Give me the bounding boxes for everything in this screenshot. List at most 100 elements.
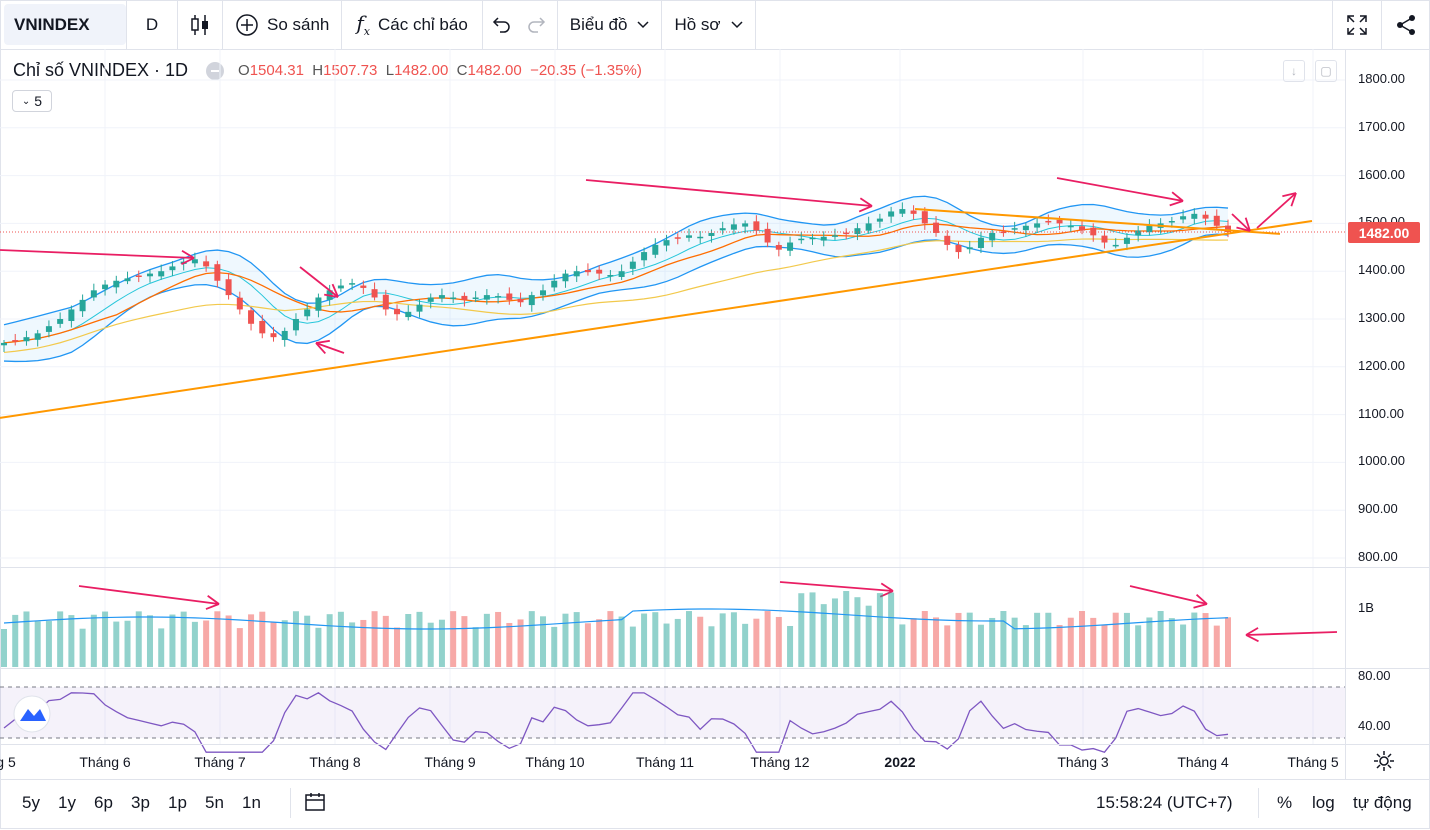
volume-bar — [337, 611, 344, 667]
volume-bar — [540, 616, 547, 667]
range-button-5y[interactable]: 5y — [22, 793, 40, 812]
compare-button[interactable]: So sánh — [223, 0, 341, 49]
volume-bar — [1168, 618, 1175, 667]
share-button[interactable] — [1382, 0, 1430, 49]
log-toggle[interactable]: log — [1312, 793, 1335, 812]
candle-body — [663, 240, 670, 246]
candle-body — [596, 269, 603, 274]
volume-bar — [562, 613, 569, 667]
redo-button[interactable] — [519, 0, 555, 49]
restore-icon[interactable]: ▢ — [1315, 60, 1337, 82]
candle-body — [1022, 225, 1029, 231]
download-icon[interactable]: ↓ — [1283, 60, 1305, 82]
volume-bar — [1123, 612, 1130, 667]
candle-body — [843, 232, 850, 235]
candle-body — [831, 235, 838, 237]
candle-body — [933, 222, 940, 233]
candle-body — [730, 224, 737, 230]
range-button-3p[interactable]: 3p — [131, 793, 150, 812]
date-range-button[interactable] — [304, 792, 326, 817]
candle-body — [685, 235, 692, 238]
volume-bar — [977, 624, 984, 667]
range-button-5n[interactable]: 5n — [205, 793, 224, 812]
volume-bar — [517, 619, 524, 667]
candle-body — [1123, 237, 1130, 244]
candle-body — [742, 223, 749, 227]
percent-toggle[interactable]: % — [1277, 793, 1293, 812]
volume-bar — [955, 612, 962, 667]
volume-bar — [1202, 613, 1209, 667]
fullscreen-button[interactable] — [1333, 0, 1381, 49]
range-button-1n[interactable]: 1n — [242, 793, 261, 812]
range-button-6p[interactable]: 6p — [94, 793, 113, 812]
annotation-arrow — [299, 266, 339, 298]
volume-bar — [191, 621, 198, 667]
time-tick-label: Tháng 3 — [1057, 754, 1109, 770]
interval-button[interactable]: D — [127, 0, 177, 49]
volume-bar — [169, 614, 176, 667]
candle-body — [1146, 225, 1153, 233]
candle-body — [1168, 221, 1175, 223]
range-button-1y[interactable]: 1y — [58, 793, 76, 812]
candle-body — [1112, 244, 1119, 247]
candle-body — [349, 283, 356, 285]
candle-body — [337, 285, 344, 289]
volume-bar — [663, 623, 670, 667]
bollinger-basis — [3, 217, 1229, 344]
low-value: 1482.00 — [394, 62, 449, 79]
price-tick-label: 1400.00 — [1358, 262, 1405, 278]
volume-bar — [1045, 612, 1052, 667]
settings-button[interactable] — [1373, 750, 1395, 777]
chart-menu-button[interactable]: Biểu đồ — [558, 0, 662, 49]
candle-body — [405, 311, 412, 318]
price-tick-label: 1700.00 — [1358, 118, 1405, 134]
volume-bar — [225, 615, 232, 667]
candle-body — [1180, 216, 1187, 220]
candle-body — [809, 237, 816, 240]
volume-bar — [843, 591, 850, 667]
candle-body — [281, 330, 288, 341]
volume-bar — [1022, 625, 1029, 667]
volume-bar — [787, 625, 794, 667]
volume-bar — [966, 612, 973, 667]
profile-menu-button[interactable]: Hồ sơ — [662, 0, 754, 49]
indicators-label: Các chỉ báo — [378, 14, 468, 34]
indicators-button[interactable]: fx Các chỉ báo — [342, 0, 481, 49]
volume-bar — [90, 614, 97, 667]
price-tick-label: 900.00 — [1358, 501, 1398, 517]
candle-body — [551, 280, 558, 288]
candle-body — [248, 310, 255, 324]
candle-body — [854, 228, 861, 235]
candle-body — [629, 261, 636, 269]
volume-bar — [1112, 612, 1119, 667]
candle-body — [1067, 225, 1074, 228]
volume-bar — [1034, 612, 1041, 667]
price-chart[interactable] — [0, 49, 1345, 794]
volume-bar — [68, 615, 75, 667]
candle-body — [921, 211, 928, 224]
time-tick-label: Tháng 11 — [635, 754, 695, 770]
candle-body — [394, 308, 401, 315]
ohlc-values: O1504.31 H1507.73 L1482.00 C1482.00 −20.… — [238, 62, 642, 79]
candle-body — [158, 271, 165, 277]
volume-bar — [236, 628, 243, 667]
price-tick-label: 1300.00 — [1358, 310, 1405, 325]
volume-bar — [944, 625, 951, 667]
auto-scale-toggle[interactable]: tự động — [1353, 793, 1412, 812]
undo-button[interactable] — [483, 0, 519, 49]
volume-bar — [371, 611, 378, 667]
volume-bar — [124, 620, 131, 667]
volume-bar — [405, 614, 412, 667]
chart-style-button[interactable] — [178, 0, 222, 49]
volume-bar — [270, 622, 277, 667]
volume-bar — [809, 592, 816, 667]
symbol-search-button[interactable]: VNINDEX — [4, 4, 126, 45]
indicators-collapse-button[interactable]: ⌄ 5 — [12, 90, 52, 112]
volume-bar — [1101, 624, 1108, 667]
candle-body — [798, 238, 805, 241]
volume-axis-label: 1B — [1358, 600, 1374, 615]
annotation-arrow — [315, 339, 345, 355]
range-button-1p[interactable]: 1p — [168, 793, 187, 812]
candle-body — [641, 252, 648, 261]
timezone-button[interactable]: 15:58:24 (UTC+7) — [1096, 793, 1233, 812]
